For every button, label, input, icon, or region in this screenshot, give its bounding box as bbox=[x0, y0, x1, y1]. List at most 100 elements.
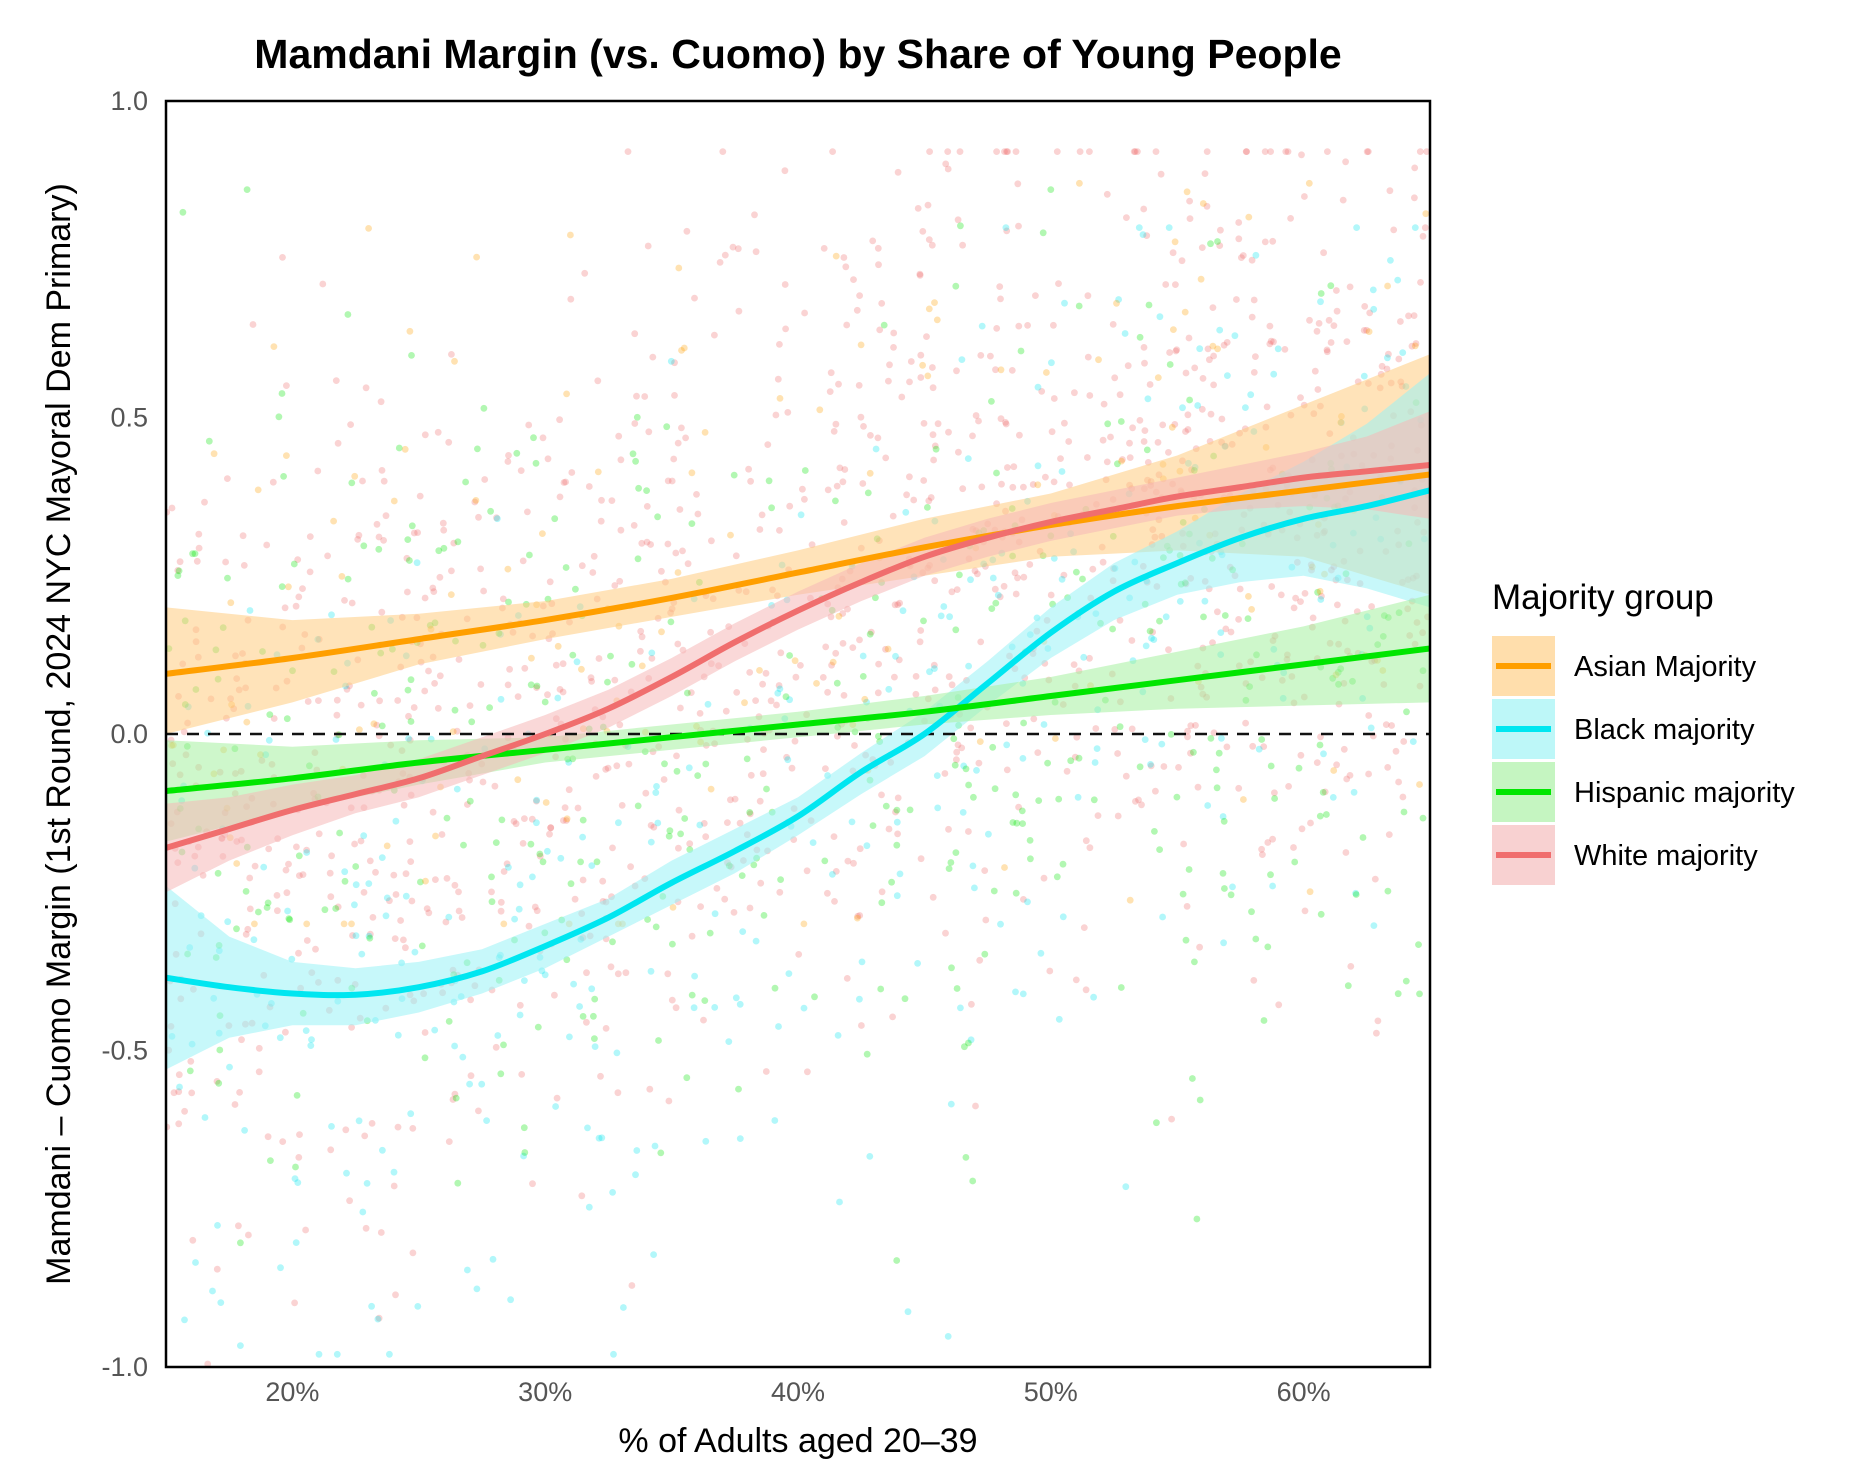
scatter-point-hispanic-majority bbox=[669, 940, 676, 948]
scatter-point-black-majority bbox=[1411, 224, 1419, 232]
scatter-point-black-majority bbox=[1034, 462, 1042, 470]
scatter-point-black-majority bbox=[973, 767, 980, 774]
scatter-point-hispanic-majority bbox=[702, 760, 710, 768]
scatter-point-white-majority bbox=[380, 537, 387, 544]
scatter-point-asian-majority bbox=[678, 347, 685, 354]
scatter-point-white-majority bbox=[189, 1236, 197, 1244]
scatter-point-white-majority bbox=[1383, 365, 1391, 373]
scatter-point-white-majority bbox=[1132, 798, 1139, 805]
scatter-point-white-majority bbox=[466, 702, 474, 709]
scatter-point-white-majority bbox=[1060, 571, 1068, 579]
scatter-point-white-majority bbox=[434, 704, 442, 712]
scatter-point-white-majority bbox=[285, 860, 292, 868]
scatter-point-hispanic-majority bbox=[1073, 568, 1080, 576]
scatter-point-asian-majority bbox=[473, 253, 480, 261]
scatter-point-hispanic-majority bbox=[1189, 1075, 1196, 1082]
scatter-point-white-majority bbox=[304, 698, 312, 705]
scatter-point-white-majority bbox=[503, 860, 511, 868]
scatter-point-hispanic-majority bbox=[344, 575, 352, 583]
scatter-point-white-majority bbox=[1140, 344, 1148, 351]
scatter-point-hispanic-majority bbox=[286, 916, 294, 924]
scatter-point-white-majority bbox=[357, 701, 365, 709]
scatter-point-black-majority bbox=[829, 871, 836, 878]
scatter-point-white-majority bbox=[1408, 342, 1416, 350]
scatter-point-white-majority bbox=[982, 916, 990, 924]
scatter-point-white-majority bbox=[916, 271, 924, 279]
scatter-point-asian-majority bbox=[303, 920, 311, 928]
scatter-point-white-majority bbox=[1086, 844, 1094, 852]
scatter-point-hispanic-majority bbox=[701, 997, 709, 1004]
scatter-point-asian-majority bbox=[727, 531, 734, 539]
scatter-point-black-majority bbox=[383, 894, 391, 902]
scatter-point-hispanic-majority bbox=[956, 571, 963, 579]
scatter-point-black-majority bbox=[497, 695, 505, 703]
scatter-point-hispanic-majority bbox=[466, 797, 474, 805]
scatter-point-asian-majority bbox=[401, 445, 409, 453]
scatter-point-white-majority bbox=[1268, 583, 1276, 590]
scatter-point-hispanic-majority bbox=[801, 467, 809, 474]
scatter-point-white-majority bbox=[732, 552, 740, 560]
scatter-point-white-majority bbox=[1223, 339, 1231, 346]
scatter-point-white-majority bbox=[583, 969, 590, 977]
scatter-point-black-majority bbox=[520, 1152, 527, 1160]
scatter-point-hispanic-majority bbox=[730, 471, 738, 479]
scatter-point-white-majority bbox=[562, 478, 569, 486]
scatter-point-black-majority bbox=[784, 756, 792, 764]
scatter-point-black-majority bbox=[896, 870, 904, 878]
scatter-point-white-majority bbox=[560, 479, 568, 486]
scatter-point-white-majority bbox=[464, 801, 471, 808]
scatter-point-white-majority bbox=[997, 295, 1004, 303]
scatter-point-black-majority bbox=[308, 1036, 315, 1043]
scatter-point-hispanic-majority bbox=[945, 865, 953, 872]
scatter-point-white-majority bbox=[631, 420, 639, 427]
scatter-point-white-majority bbox=[499, 595, 507, 603]
scatter-point-white-majority bbox=[804, 1068, 811, 1076]
scatter-point-white-majority bbox=[1146, 381, 1154, 388]
scatter-point-black-majority bbox=[237, 1342, 244, 1349]
scatter-point-hispanic-majority bbox=[1252, 935, 1260, 943]
scatter-point-black-majority bbox=[978, 322, 986, 330]
scatter-point-white-majority bbox=[315, 697, 322, 704]
scatter-point-white-majority bbox=[975, 417, 982, 425]
scatter-point-hispanic-majority bbox=[233, 925, 240, 933]
scatter-point-hispanic-majority bbox=[906, 806, 914, 814]
scatter-point-white-majority bbox=[1227, 628, 1235, 636]
scatter-point-hispanic-majority bbox=[786, 652, 793, 659]
scatter-point-white-majority bbox=[1140, 205, 1148, 213]
scatter-point-white-majority bbox=[303, 846, 310, 854]
scatter-point-white-majority bbox=[594, 377, 602, 385]
scatter-point-white-majority bbox=[759, 680, 766, 688]
scatter-point-white-majority bbox=[348, 599, 356, 607]
scatter-point-white-majority bbox=[1107, 433, 1114, 441]
scatter-point-asian-majority bbox=[1316, 587, 1324, 595]
y-axis-label: Mamdani – Cuomo Margin (1st Round, 2024 … bbox=[40, 183, 78, 1285]
scatter-point-black-majority bbox=[466, 1080, 473, 1088]
scatter-point-hispanic-majority bbox=[1186, 396, 1193, 404]
scatter-point-white-majority bbox=[377, 1229, 385, 1236]
scatter-point-white-majority bbox=[1192, 722, 1199, 729]
scatter-point-white-majority bbox=[1250, 369, 1258, 376]
scatter-point-hispanic-majority bbox=[404, 686, 412, 694]
scatter-point-white-majority bbox=[850, 859, 857, 867]
scatter-point-white-majority bbox=[1347, 963, 1355, 970]
scatter-point-black-majority bbox=[224, 918, 232, 926]
scatter-point-black-majority bbox=[303, 849, 311, 856]
scatter-point-white-majority bbox=[691, 294, 698, 302]
scatter-point-hispanic-majority bbox=[435, 547, 443, 555]
scatter-point-white-majority bbox=[375, 1314, 383, 1322]
scatter-point-white-majority bbox=[694, 510, 702, 518]
scatter-point-white-majority bbox=[1003, 766, 1011, 774]
scatter-point-hispanic-majority bbox=[777, 876, 784, 883]
scatter-point-white-majority bbox=[649, 353, 657, 361]
scatter-point-black-majority bbox=[407, 1110, 415, 1118]
scatter-point-white-majority bbox=[1100, 400, 1108, 408]
scatter-point-white-majority bbox=[377, 398, 385, 406]
scatter-point-white-majority bbox=[368, 1120, 376, 1127]
scatter-point-black-majority bbox=[1142, 642, 1150, 650]
scatter-point-asian-majority bbox=[884, 645, 892, 653]
scatter-point-white-majority bbox=[1076, 148, 1084, 156]
scatter-point-asian-majority bbox=[1183, 188, 1191, 196]
scatter-point-hispanic-majority bbox=[604, 678, 611, 686]
scatter-point-hispanic-majority bbox=[893, 841, 901, 849]
scatter-point-hispanic-majority bbox=[880, 321, 888, 329]
